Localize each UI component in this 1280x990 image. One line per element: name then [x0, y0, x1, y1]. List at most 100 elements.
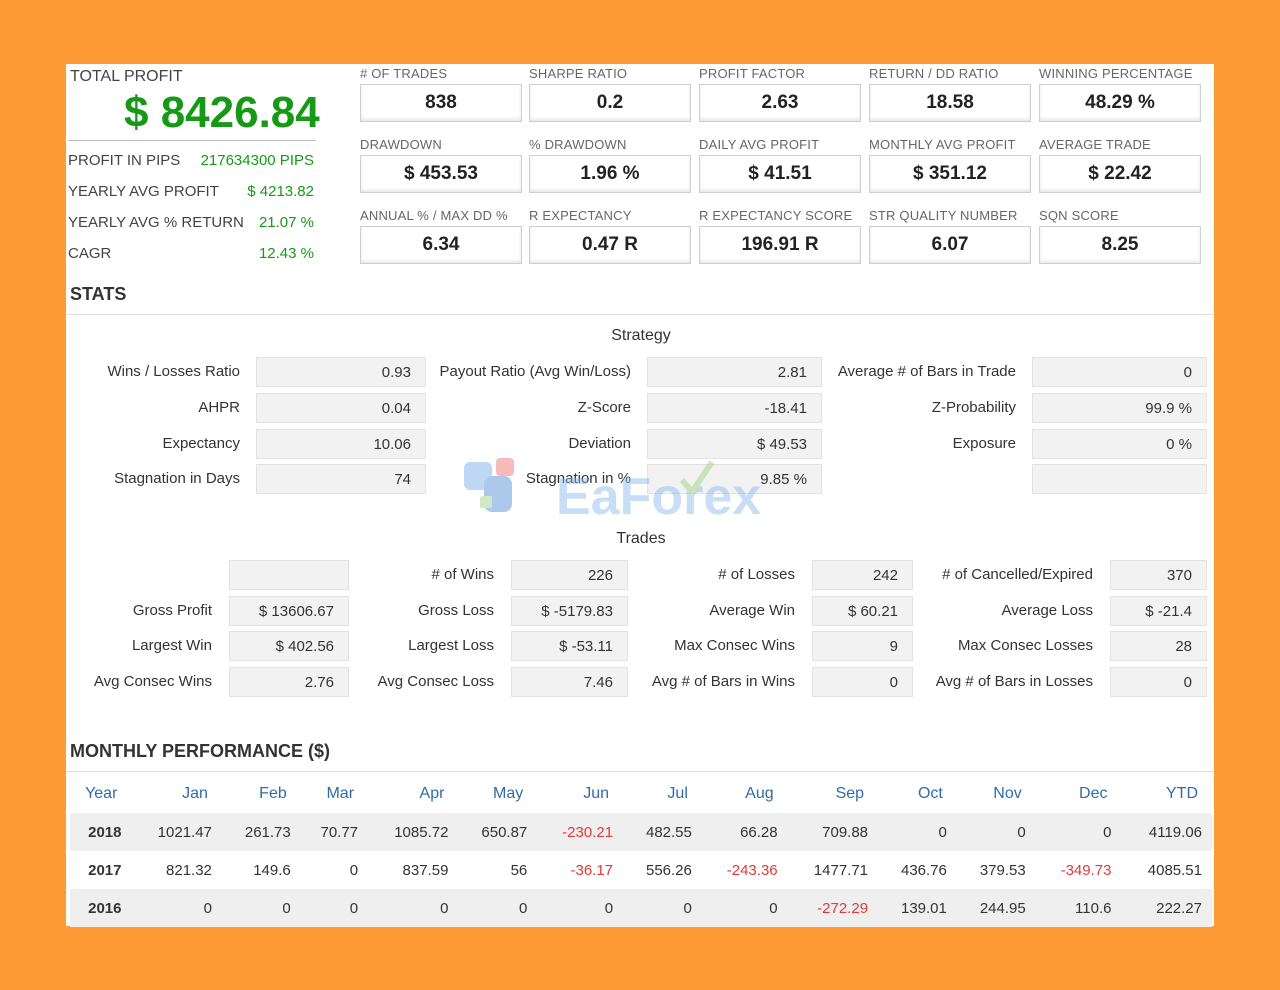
- trades-label: Avg Consec Wins: [93, 673, 212, 690]
- metric-label: AVERAGE TRADE: [1039, 137, 1151, 152]
- monthly-row: 2016 0 0 0 0 0 0 0 0 -272.29 139.01 244.95 110.6 222.…: [70, 889, 1212, 927]
- monthly-value-cell: 482.55: [623, 813, 702, 851]
- stats-divider: [66, 314, 1214, 315]
- monthly-value-cell: 837.59: [402, 861, 449, 879]
- metric-value-box: $ 41.51: [699, 155, 861, 193]
- trades-value-box: $ 402.56: [229, 631, 349, 661]
- trades-label: Max Consec Losses: [957, 637, 1093, 654]
- metric-label: PROFIT FACTOR: [699, 66, 806, 81]
- trades-label: # of Losses: [718, 566, 795, 583]
- metric-label: DRAWDOWN: [360, 137, 442, 152]
- strategy-value-box: 99.9 %: [1032, 393, 1207, 423]
- strategy-label: Z-Score: [577, 399, 631, 416]
- monthly-header-cell: Oct: [917, 785, 943, 802]
- metric-label: R EXPECTANCY SCORE: [699, 208, 853, 223]
- monthly-header-cell: May: [493, 785, 524, 802]
- metric-label: RETURN / DD RATIO: [869, 66, 999, 81]
- monthly-divider: [66, 771, 1214, 772]
- strategy-value-box: 9.85 %: [647, 464, 822, 494]
- trades-value-box: $ 13606.67: [229, 596, 349, 626]
- metric-value-box: 48.29 %: [1039, 84, 1201, 122]
- monthly-header-cell: Jan: [182, 785, 208, 802]
- strategy-value-box: 74: [256, 464, 426, 494]
- strategy-value-box: -18.41: [647, 393, 822, 423]
- strategy-value-box: 2.81: [647, 357, 822, 387]
- metric-value-box: 838: [360, 84, 522, 122]
- trades-value-box: 9: [812, 631, 913, 661]
- trades-label: Largest Loss: [408, 637, 494, 654]
- monthly-value-cell: 0: [701, 889, 788, 927]
- monthly-table: Year Jan Feb Mar Apr May Jun Jul Aug Sep Oct Nov Dec…: [70, 775, 1212, 927]
- monthly-value-cell: 556.26: [645, 861, 692, 879]
- metric-value-box: $ 22.42: [1039, 155, 1201, 193]
- trades-value-box: 242: [812, 560, 913, 590]
- profit-in-pips-value: 217634300 PIPS: [200, 152, 314, 169]
- trades-label: Max Consec Wins: [674, 637, 795, 654]
- strategy-value-box: $ 49.53: [647, 429, 822, 459]
- trades-value-box: $ -5179.83: [511, 596, 628, 626]
- strategy-label: Expectancy: [162, 435, 240, 452]
- monthly-value-cell: 0: [349, 861, 359, 879]
- monthly-header-cell: YTD: [1166, 785, 1198, 802]
- trades-value-box: 28: [1110, 631, 1207, 661]
- monthly-header-cell: Dec: [1079, 785, 1108, 802]
- monthly-value-cell: 0: [956, 813, 1036, 851]
- monthly-header-cell: Sep: [835, 785, 865, 802]
- monthly-year-cell: 2017: [88, 861, 122, 879]
- monthly-value-cell: 0: [1035, 813, 1122, 851]
- monthly-value-cell: 1085.72: [368, 813, 459, 851]
- monthly-value-cell: 0: [221, 889, 301, 927]
- strategy-label: AHPR: [198, 399, 240, 416]
- monthly-year-cell: 2018: [70, 813, 132, 851]
- profit-in-pips-label: PROFIT IN PIPS: [68, 152, 181, 169]
- strategy-label: Deviation: [568, 435, 631, 452]
- monthly-value-cell: 0: [623, 889, 702, 927]
- strategy-value-box: 0 %: [1032, 429, 1207, 459]
- metric-value-box: 8.25: [1039, 226, 1201, 264]
- monthly-value-cell: 4085.51: [1147, 861, 1202, 879]
- strategy-label: Z-Probability: [931, 399, 1016, 416]
- trades-label: Gross Loss: [418, 602, 494, 619]
- trades-value-box: 7.46: [511, 667, 628, 697]
- monthly-row: 2018 1021.47 261.73 70.77 1085.72 650.87 -230.…: [70, 813, 1212, 851]
- metric-value-box: $ 453.53: [360, 155, 522, 193]
- monthly-header-cell: Jul: [667, 785, 688, 802]
- strategy-label: Exposure: [952, 435, 1016, 452]
- metric-value-box: 2.63: [699, 84, 861, 122]
- trades-value-box: 226: [511, 560, 628, 590]
- cagr-value: 12.43 %: [258, 245, 314, 262]
- trades-label: Average Loss: [1001, 602, 1093, 619]
- strategy-value-box: 10.06: [256, 429, 426, 459]
- monthly-value-cell: 110.6: [1035, 889, 1122, 927]
- monthly-value-cell: 436.76: [900, 861, 947, 879]
- trades-value-box: 2.76: [229, 667, 349, 697]
- trades-label: # of Wins: [431, 566, 494, 583]
- trades-value-box: $ 60.21: [812, 596, 913, 626]
- monthly-value-cell: 56: [510, 861, 528, 879]
- trades-label: Average Win: [709, 602, 795, 619]
- trades-label: Avg # of Bars in Losses: [935, 673, 1093, 690]
- monthly-value-cell: -349.73: [1060, 861, 1112, 879]
- strategy-label: Stagnation in %: [525, 470, 631, 487]
- monthly-value-cell: 66.28: [701, 813, 788, 851]
- eaforex-watermark: EaForex: [464, 458, 761, 526]
- trades-value-box: [229, 560, 349, 590]
- monthly-value-cell: 261.73: [221, 813, 301, 851]
- monthly-value-cell: 709.88: [787, 813, 879, 851]
- metric-label: DAILY AVG PROFIT: [699, 137, 820, 152]
- monthly-header-cell: Feb: [259, 785, 287, 802]
- yearly-avg-return-label: YEARLY AVG % RETURN: [68, 214, 244, 231]
- strategy-value-box: [1032, 464, 1207, 494]
- monthly-value-cell: 244.95: [956, 889, 1036, 927]
- metric-label: % DRAWDOWN: [529, 137, 627, 152]
- monthly-header-cell: Mar: [326, 785, 355, 802]
- metric-value-box: $ 351.12: [869, 155, 1031, 193]
- monthly-header-cell: Jun: [583, 785, 610, 802]
- metric-label: SHARPE RATIO: [529, 66, 628, 81]
- metric-label: SQN SCORE: [1039, 208, 1119, 223]
- monthly-header-row: Year Jan Feb Mar Apr May Jun Jul Aug Sep Oct Nov Dec…: [70, 775, 1212, 813]
- cagr-label: CAGR: [68, 245, 112, 262]
- trades-value-box: $ -21.4: [1110, 596, 1207, 626]
- trades-value-box: 0: [812, 667, 913, 697]
- metric-value-box: 1.96 %: [529, 155, 691, 193]
